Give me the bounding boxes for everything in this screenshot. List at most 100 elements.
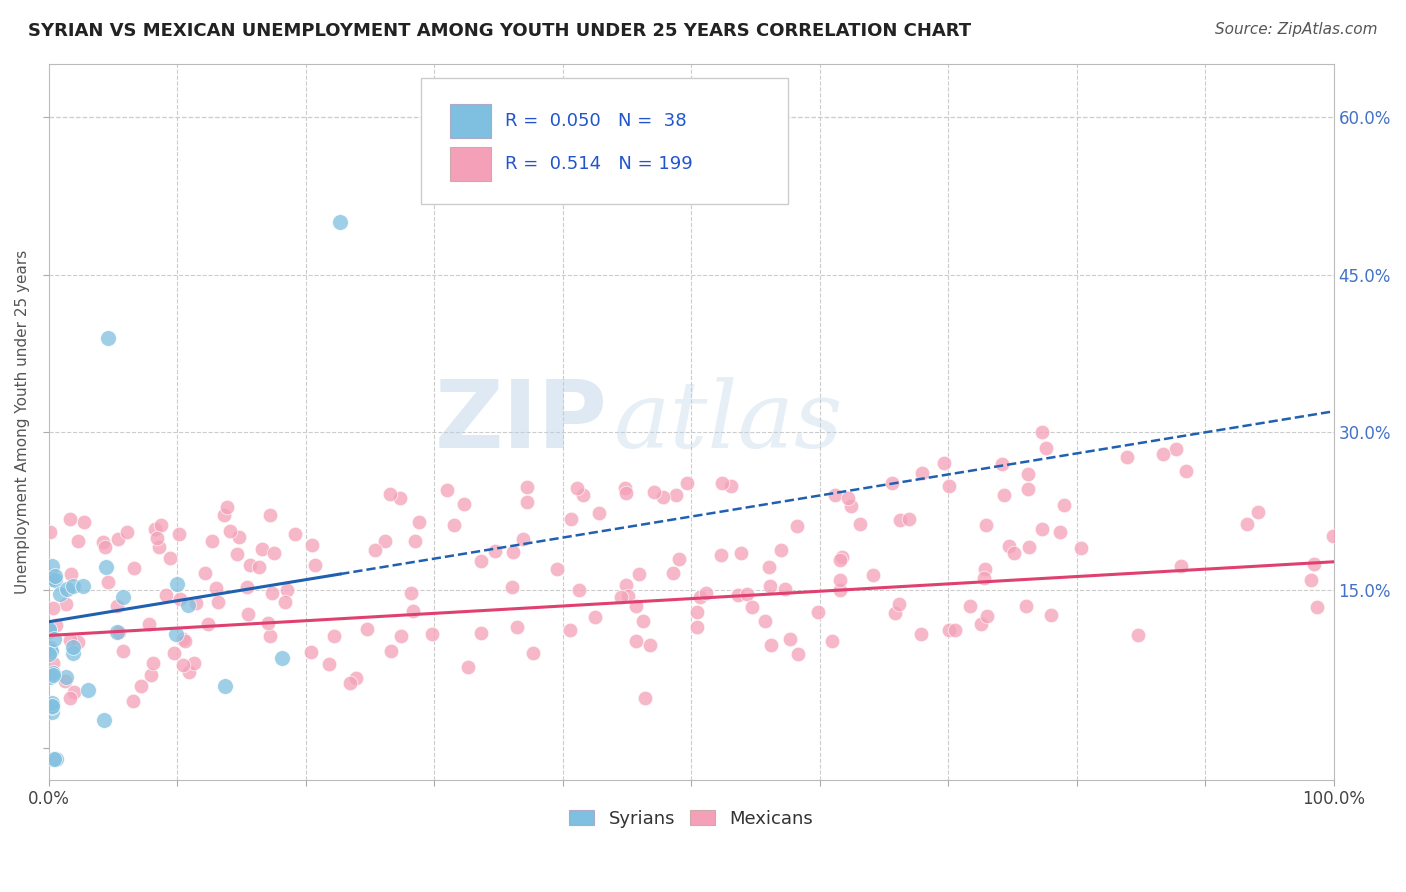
Point — [219, 524, 242, 538]
Point — [259, 629, 281, 643]
Point — [159, 550, 181, 565]
Point — [1031, 523, 1053, 537]
Point — [643, 485, 665, 500]
Point — [401, 585, 423, 599]
Point — [41, 706, 63, 720]
Text: R =  0.050   N =  38: R = 0.050 N = 38 — [505, 112, 686, 130]
Point — [443, 517, 465, 532]
Point — [301, 538, 323, 552]
Point — [62, 640, 84, 654]
Point — [299, 645, 322, 659]
Point — [141, 657, 163, 671]
Point — [807, 605, 830, 619]
Point — [665, 488, 688, 502]
Point — [150, 518, 173, 533]
Point — [614, 486, 637, 500]
Point — [828, 553, 851, 567]
Point — [163, 646, 186, 660]
Bar — [450, 104, 491, 138]
Point — [42, 601, 65, 615]
Point — [502, 544, 524, 558]
Point — [959, 599, 981, 613]
Point — [1017, 482, 1039, 496]
Point — [165, 627, 187, 641]
Point — [453, 497, 475, 511]
Point — [522, 646, 544, 660]
Point — [72, 579, 94, 593]
Point — [42, 657, 65, 671]
Point — [48, 587, 70, 601]
Point — [97, 574, 120, 589]
Point — [76, 682, 98, 697]
Point — [257, 616, 280, 631]
Text: Source: ZipAtlas.com: Source: ZipAtlas.com — [1215, 22, 1378, 37]
Point — [41, 559, 63, 574]
Point — [94, 560, 117, 574]
Point — [115, 524, 138, 539]
Point — [730, 546, 752, 560]
Point — [73, 515, 96, 529]
Point — [284, 526, 307, 541]
Point — [177, 599, 200, 613]
Text: ZIP: ZIP — [434, 376, 607, 467]
Point — [122, 694, 145, 708]
Point — [420, 626, 443, 640]
Point — [212, 508, 235, 522]
Point — [388, 491, 411, 505]
Point — [169, 527, 191, 541]
Y-axis label: Unemployment Among Youth under 25 years: Unemployment Among Youth under 25 years — [15, 250, 30, 594]
Point — [38, 524, 60, 539]
Point — [779, 632, 801, 646]
Point — [273, 595, 295, 609]
Point — [42, 632, 65, 646]
Point — [1039, 607, 1062, 622]
Point — [932, 456, 955, 470]
Point — [111, 644, 134, 658]
Point — [436, 483, 458, 497]
Point — [837, 491, 859, 505]
Point — [67, 635, 90, 649]
Point — [252, 542, 274, 557]
Point — [318, 657, 340, 672]
Point — [39, 644, 62, 658]
Point — [720, 479, 742, 493]
Point — [862, 568, 884, 582]
Point — [1174, 464, 1197, 478]
Point — [404, 533, 426, 548]
Point — [634, 690, 657, 705]
Point — [1031, 425, 1053, 440]
Point — [38, 624, 60, 638]
Point — [214, 679, 236, 693]
Point — [735, 587, 758, 601]
Point — [408, 515, 430, 529]
Point — [558, 623, 581, 637]
Point — [1306, 599, 1329, 614]
Point — [1164, 442, 1187, 456]
Point — [997, 539, 1019, 553]
Point — [239, 558, 262, 572]
Point — [259, 508, 281, 522]
Point — [146, 531, 169, 545]
Point — [194, 566, 217, 581]
Point — [583, 610, 606, 624]
Point — [172, 632, 194, 647]
Point — [1018, 540, 1040, 554]
Point — [91, 534, 114, 549]
Point — [364, 542, 387, 557]
Point — [201, 534, 224, 549]
Point — [1152, 447, 1174, 461]
Point — [138, 617, 160, 632]
Point — [236, 580, 259, 594]
Point — [148, 541, 170, 555]
Point — [42, 751, 65, 765]
Point — [546, 562, 568, 576]
Point — [41, 696, 63, 710]
Point — [828, 583, 851, 598]
Point — [943, 624, 966, 638]
Point — [166, 577, 188, 591]
Point — [329, 215, 352, 229]
Text: atlas: atlas — [614, 376, 844, 467]
Point — [1322, 529, 1344, 543]
Point — [344, 671, 367, 685]
Point — [1017, 467, 1039, 481]
